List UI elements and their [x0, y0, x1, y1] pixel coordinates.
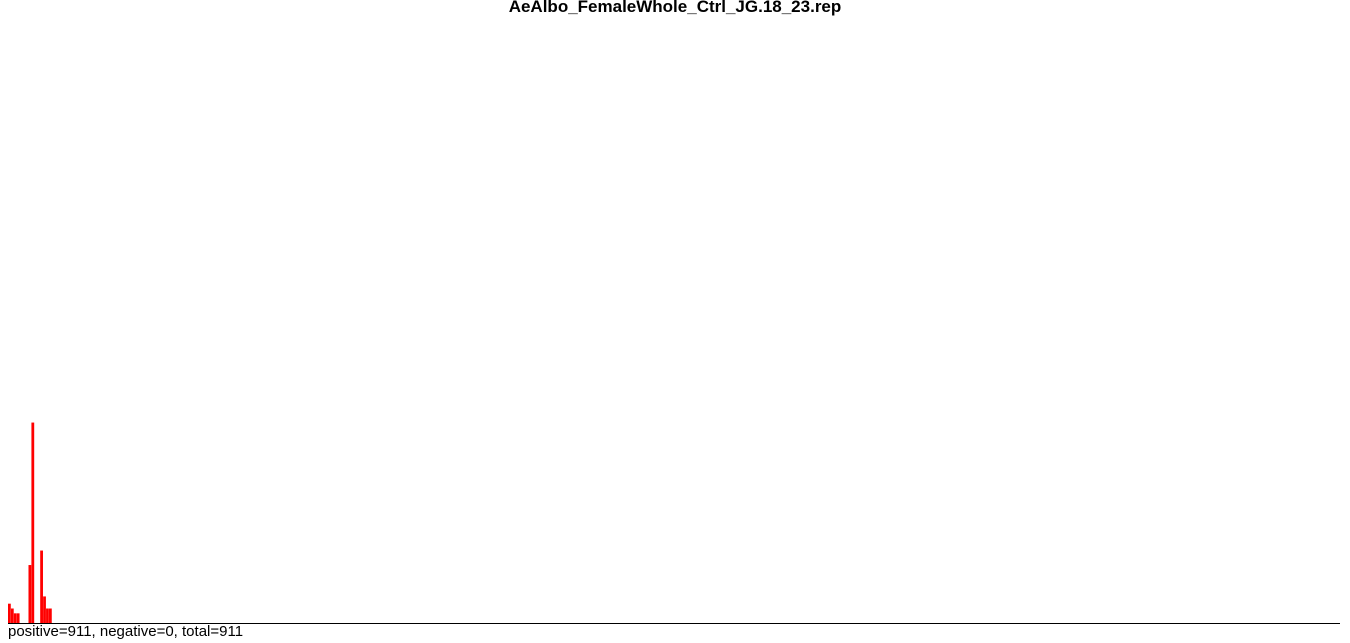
summary-text: positive=911, negative=0, total=911 — [8, 623, 243, 640]
chart-title: AeAlbo_FemaleWhole_Ctrl_JG.18_23.rep — [509, 0, 842, 16]
bar — [10, 608, 14, 623]
bar — [13, 613, 17, 623]
bar — [48, 608, 52, 623]
bar — [8, 603, 11, 623]
bar — [31, 422, 35, 623]
bar — [28, 565, 32, 623]
bar-group — [8, 422, 52, 623]
bar — [40, 550, 43, 623]
bar — [16, 613, 20, 623]
bar — [43, 596, 46, 623]
bar — [46, 608, 49, 623]
